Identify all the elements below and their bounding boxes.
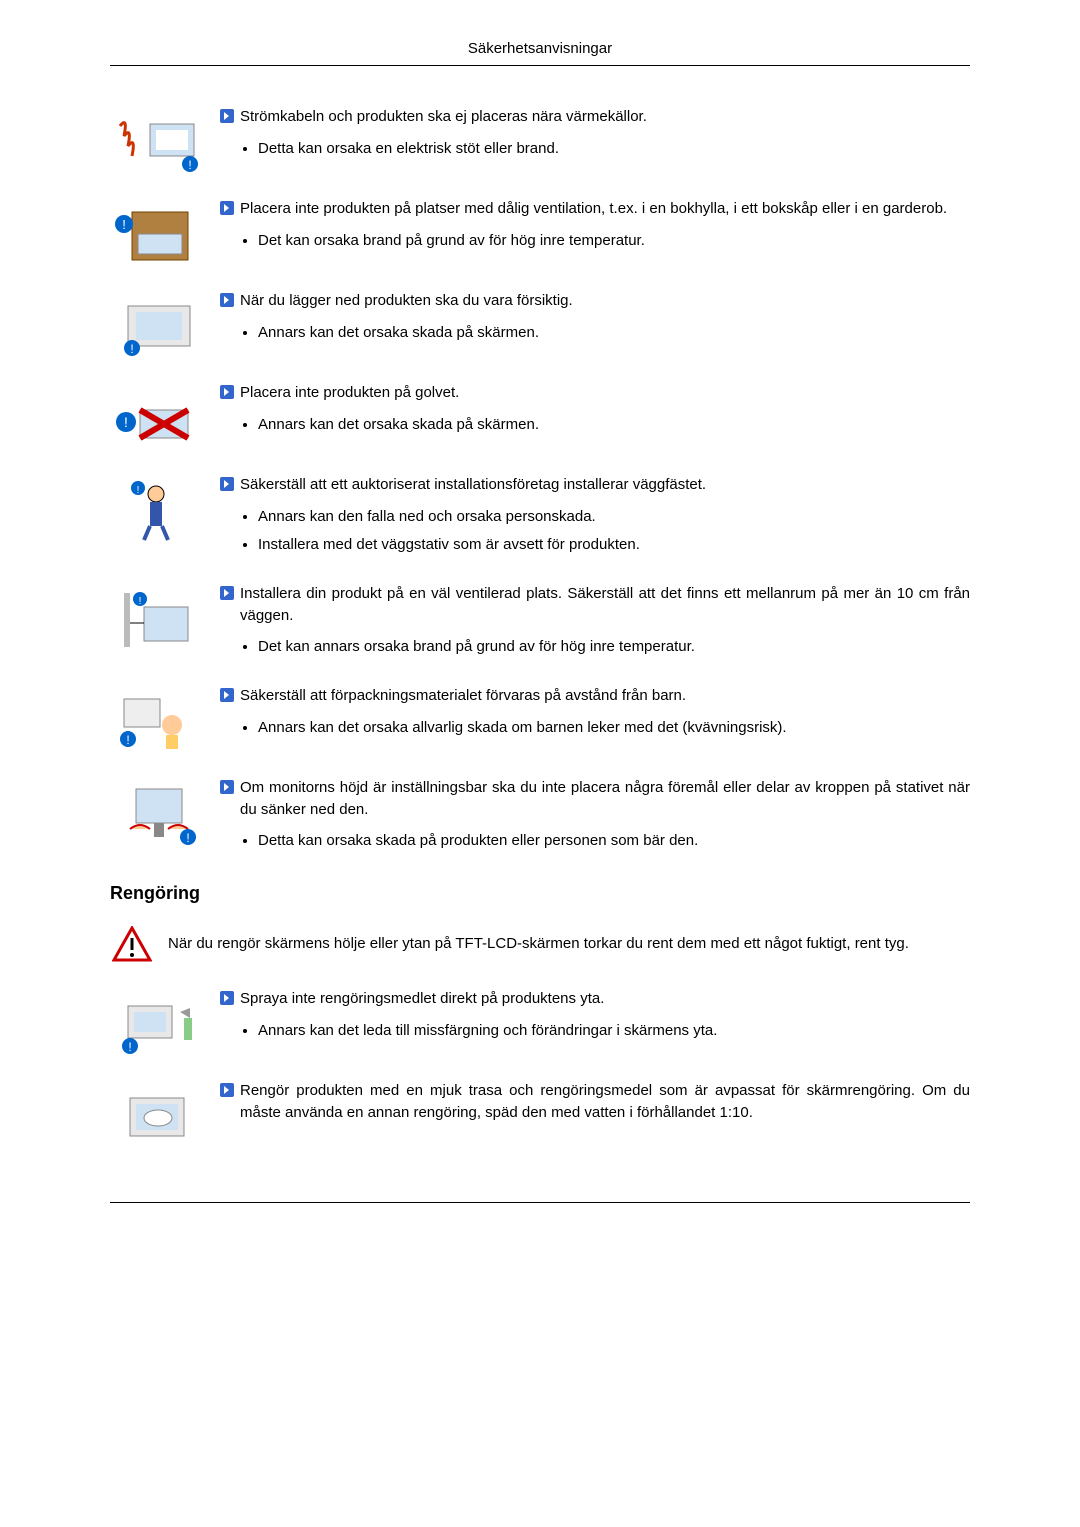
safety-lead-text: Spraya inte rengöringsmedlet direkt på p… (240, 988, 604, 1010)
safety-lead-text: När du lägger ned produkten ska du vara … (240, 290, 573, 312)
safety-sub-item: Annars kan det leda till missfärgning oc… (258, 1020, 970, 1043)
safety-lead: Spraya inte rengöringsmedlet direkt på p… (220, 988, 970, 1010)
arrow-bullet-icon (220, 586, 234, 600)
safety-lead-text: Om monitorns höjd är inställningsbar ska… (240, 777, 970, 821)
safety-sub-list: Detta kan orsaka skada på produkten elle… (220, 830, 970, 853)
svg-text:!: ! (188, 158, 191, 172)
arrow-bullet-icon (220, 991, 234, 1005)
safety-illustration-icon: ! (110, 777, 202, 849)
safety-item: ! Strömkabeln och produkten ska ej placer… (110, 106, 970, 178)
page-header: Säkerhetsanvisningar (110, 40, 970, 66)
safety-sub-item: Annars kan det orsaka skada på skärmen. (258, 414, 970, 437)
safety-sub-item: Annars kan det orsaka allvarlig skada om… (258, 717, 970, 740)
safety-item: ! Placera inte produkten på platser med d… (110, 198, 970, 270)
safety-illustration-icon: ! (110, 106, 202, 178)
svg-text:!: ! (130, 342, 133, 356)
arrow-bullet-icon (220, 688, 234, 702)
safety-item-content: När du lägger ned produkten ska du vara … (220, 290, 970, 350)
safety-sub-list: Annars kan det orsaka allvarlig skada om… (220, 717, 970, 740)
warning-triangle-icon (110, 924, 154, 964)
safety-lead-text: Säkerställ att ett auktoriserat installa… (240, 474, 706, 496)
safety-item-content: Spraya inte rengöringsmedlet direkt på p… (220, 988, 970, 1048)
safety-lead-text: Strömkabeln och produkten ska ej placera… (240, 106, 647, 128)
safety-illustration-icon: ! (110, 198, 202, 270)
safety-item-content: Säkerställ att ett auktoriserat installa… (220, 474, 970, 563)
arrow-bullet-icon (220, 477, 234, 491)
safety-sub-list: Annars kan det orsaka skada på skärmen. (220, 414, 970, 437)
safety-lead-text: Installera din produkt på en väl ventile… (240, 583, 970, 627)
safety-item-content: Placera inte produkten på golvet. Annars … (220, 382, 970, 442)
safety-item-content: Placera inte produkten på platser med då… (220, 198, 970, 258)
arrow-bullet-icon (220, 780, 234, 794)
safety-lead: Installera din produkt på en väl ventile… (220, 583, 970, 627)
safety-illustration-icon: ! (110, 290, 202, 362)
svg-text:!: ! (122, 217, 126, 232)
safety-illustration-icon: ! (110, 474, 202, 546)
safety-lead-text: Placera inte produkten på golvet. (240, 382, 459, 404)
safety-item: ! Installera din produkt på en väl ventil… (110, 583, 970, 665)
svg-text:!: ! (128, 1040, 131, 1054)
arrow-bullet-icon (220, 293, 234, 307)
safety-sub-list: Det kan annars orsaka brand på grund av … (220, 636, 970, 659)
safety-item-content: Installera din produkt på en väl ventile… (220, 583, 970, 665)
safety-illustration-icon: ! (110, 988, 202, 1060)
cleaning-intro: När du rengör skärmens hölje eller ytan … (110, 924, 970, 964)
safety-sub-list: Annars kan det orsaka skada på skärmen. (220, 322, 970, 345)
safety-lead-text: Säkerställ att förpackningsmaterialet fö… (240, 685, 686, 707)
svg-text:!: ! (139, 596, 142, 607)
safety-sub-list: Detta kan orsaka en elektrisk stöt eller… (220, 138, 970, 161)
safety-item-content: Rengör produkten med en mjuk trasa och r… (220, 1080, 970, 1134)
safety-item: Rengör produkten med en mjuk trasa och r… (110, 1080, 970, 1152)
svg-text:!: ! (137, 485, 140, 496)
safety-lead-text: Rengör produkten med en mjuk trasa och r… (240, 1080, 970, 1124)
safety-item: ! Om monitorns höjd är inställningsbar sk… (110, 777, 970, 859)
safety-sub-item: Annars kan det orsaka skada på skärmen. (258, 322, 970, 345)
safety-illustration-icon: ! (110, 382, 202, 454)
safety-lead-text: Placera inte produkten på platser med då… (240, 198, 947, 220)
safety-item-content: Om monitorns höjd är inställningsbar ska… (220, 777, 970, 859)
safety-sub-list: Det kan orsaka brand på grund av för hög… (220, 230, 970, 253)
svg-text:!: ! (124, 414, 128, 430)
safety-item: ! Säkerställ att förpackningsmaterialet f… (110, 685, 970, 757)
safety-list: ! Strömkabeln och produkten ska ej placer… (110, 106, 970, 859)
footer-rule (110, 1202, 970, 1203)
safety-illustration-icon: ! (110, 685, 202, 757)
safety-sub-item: Det kan orsaka brand på grund av för hög… (258, 230, 970, 253)
safety-lead: Säkerställ att ett auktoriserat installa… (220, 474, 970, 496)
safety-lead: Placera inte produkten på golvet. (220, 382, 970, 404)
safety-sub-list: Annars kan den falla ned och orsaka pers… (220, 506, 970, 557)
safety-item-content: Säkerställ att förpackningsmaterialet fö… (220, 685, 970, 745)
safety-lead: Strömkabeln och produkten ska ej placera… (220, 106, 970, 128)
safety-sub-list: Annars kan det leda till missfärgning oc… (220, 1020, 970, 1043)
cleaning-intro-text: När du rengör skärmens hölje eller ytan … (168, 933, 909, 956)
svg-text:!: ! (126, 733, 129, 747)
safety-sub-item: Detta kan orsaka en elektrisk stöt eller… (258, 138, 970, 161)
svg-text:!: ! (186, 831, 189, 845)
cleaning-list: ! Spraya inte rengöringsmedlet direkt på … (110, 988, 970, 1152)
safety-item: ! Säkerställ att ett auktoriserat install… (110, 474, 970, 563)
safety-sub-item: Annars kan den falla ned och orsaka pers… (258, 506, 970, 529)
arrow-bullet-icon (220, 385, 234, 399)
safety-item: ! När du lägger ned produkten ska du vara… (110, 290, 970, 362)
arrow-bullet-icon (220, 109, 234, 123)
safety-sub-item: Installera med det väggstativ som är avs… (258, 534, 970, 557)
safety-item-content: Strömkabeln och produkten ska ej placera… (220, 106, 970, 166)
safety-item: ! Placera inte produkten på golvet. Annars… (110, 382, 970, 454)
safety-item: ! Spraya inte rengöringsmedlet direkt på … (110, 988, 970, 1060)
safety-lead: När du lägger ned produkten ska du vara … (220, 290, 970, 312)
safety-illustration-icon: ! (110, 583, 202, 655)
arrow-bullet-icon (220, 1083, 234, 1097)
safety-sub-item: Detta kan orsaka skada på produkten elle… (258, 830, 970, 853)
safety-sub-item: Det kan annars orsaka brand på grund av … (258, 636, 970, 659)
arrow-bullet-icon (220, 201, 234, 215)
section-heading-cleaning: Rengöring (110, 883, 970, 904)
safety-lead: Rengör produkten med en mjuk trasa och r… (220, 1080, 970, 1124)
safety-lead: Placera inte produkten på platser med då… (220, 198, 970, 220)
safety-illustration-icon (110, 1080, 202, 1152)
safety-lead: Om monitorns höjd är inställningsbar ska… (220, 777, 970, 821)
safety-lead: Säkerställ att förpackningsmaterialet fö… (220, 685, 970, 707)
